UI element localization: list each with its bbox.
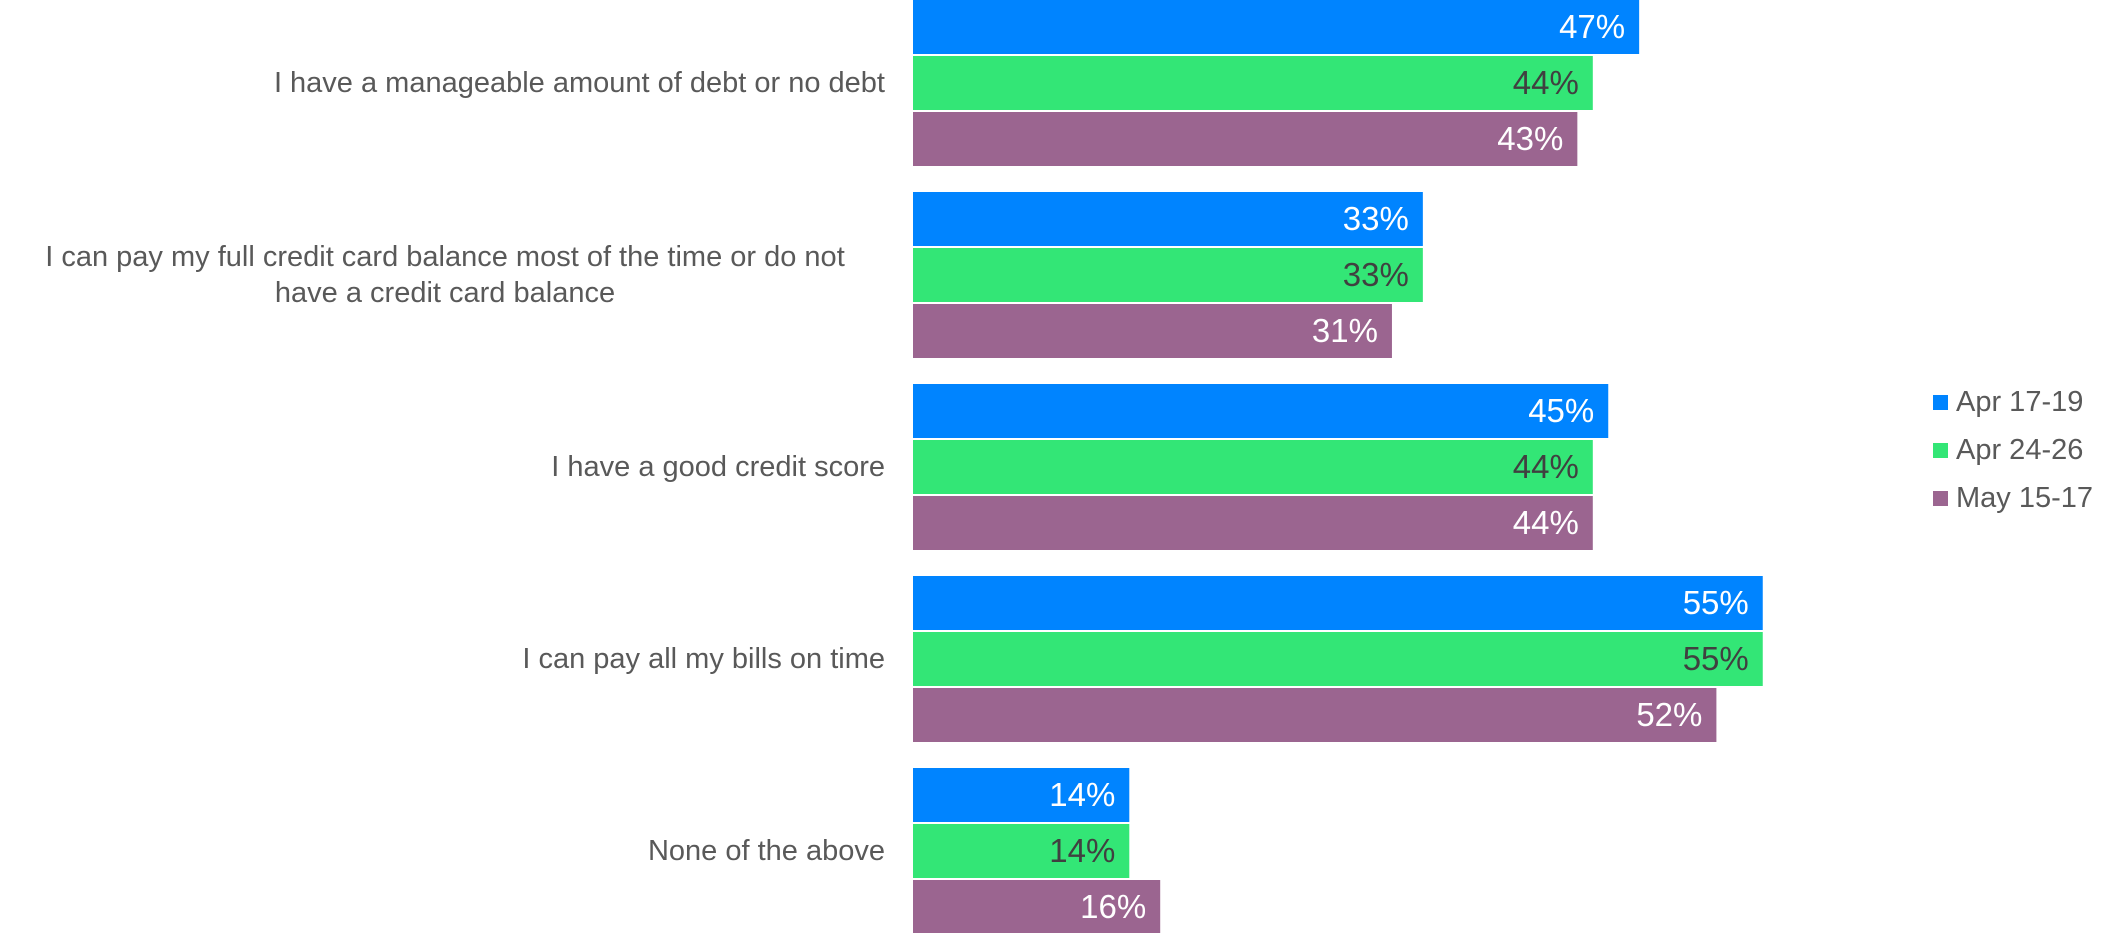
data-label: 16% [1080, 888, 1146, 925]
category-label-line: None of the above [647, 835, 885, 867]
data-label: 45% [1528, 392, 1594, 429]
bar [913, 56, 1593, 110]
data-label: 55% [1683, 584, 1749, 621]
legend-label: Apr 24-26 [1956, 433, 2084, 466]
category-label: I have a manageable amount of debt or no… [5, 65, 885, 101]
legend-swatch [1933, 442, 1948, 458]
data-label: 14% [1049, 832, 1115, 869]
category-label-line: I can pay my full credit card balance mo… [45, 241, 845, 273]
bar [913, 304, 1392, 358]
bar [913, 0, 1640, 54]
data-label: 14% [1049, 776, 1115, 813]
bar [913, 688, 1717, 742]
legend-swatch [1933, 490, 1948, 506]
data-label: 44% [1513, 64, 1579, 101]
data-label: 55% [1683, 640, 1749, 677]
data-label: 33% [1343, 256, 1409, 293]
category-label-line: have a credit card balance [274, 277, 616, 309]
data-label: 44% [1513, 504, 1579, 541]
category-label: None of the above [5, 833, 885, 869]
legend-item: Apr 24-26 [1933, 426, 2093, 474]
legend-label: May 15-17 [1956, 481, 2094, 514]
bar [913, 880, 1161, 933]
legend: Apr 17-19 Apr 24-26 May 15-17 [1933, 378, 2093, 522]
bar [913, 248, 1423, 302]
category-label-line: I have a manageable amount of debt or no… [273, 67, 885, 99]
data-label: 43% [1497, 120, 1563, 157]
bar [913, 576, 1763, 630]
data-label: 47% [1559, 8, 1625, 45]
legend-item: Apr 17-19 [1933, 378, 2093, 426]
data-label: 52% [1636, 696, 1702, 733]
bar [913, 768, 1130, 822]
data-label: 33% [1343, 200, 1409, 237]
bar [913, 440, 1593, 494]
bar [913, 496, 1593, 550]
category-label: I can pay all my bills on time [5, 641, 885, 677]
legend-item: May 15-17 [1933, 474, 2093, 522]
category-label: I can pay my full credit card balance mo… [5, 239, 885, 311]
category-label-line: I can pay all my bills on time [522, 643, 885, 675]
legend-swatch [1933, 394, 1948, 410]
legend-label: Apr 17-19 [1956, 385, 2084, 418]
category-label: I have a good credit score [5, 449, 885, 485]
bar [913, 384, 1609, 438]
bar [913, 632, 1763, 686]
data-label: 31% [1312, 312, 1378, 349]
data-label: 44% [1513, 448, 1579, 485]
category-label-line: I have a good credit score [551, 451, 885, 483]
bar [913, 824, 1130, 878]
bar [913, 192, 1423, 246]
bar [913, 112, 1578, 166]
